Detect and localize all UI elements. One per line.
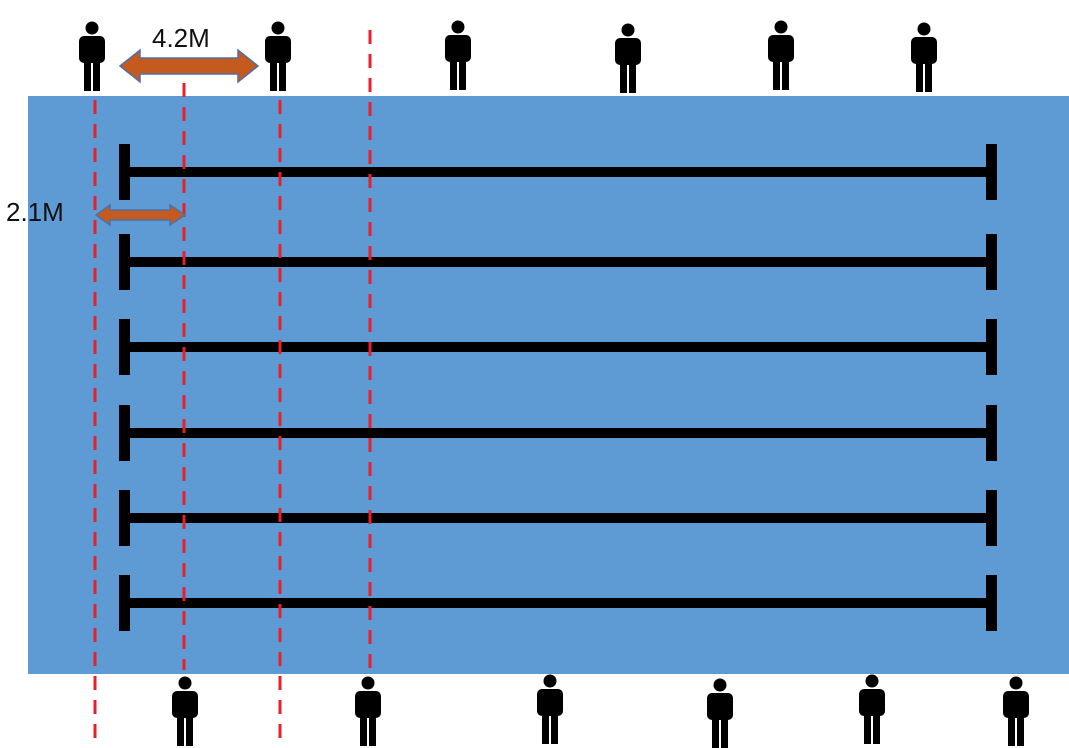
rope-end-right <box>986 575 997 631</box>
rope-end-left <box>119 319 130 375</box>
person-icon <box>615 23 641 93</box>
lane-rope <box>119 490 997 546</box>
rope-line <box>124 428 990 438</box>
pool-water <box>28 96 1069 674</box>
rope-line <box>124 167 990 177</box>
lane-rope <box>119 405 997 461</box>
rope-line <box>124 598 990 608</box>
rope-end-right <box>986 144 997 200</box>
swimmers-bottom <box>172 674 1029 748</box>
guide-lines <box>93 30 372 740</box>
lane-ropes <box>119 144 997 631</box>
person-icon <box>911 22 937 92</box>
rope-end-right <box>986 319 997 375</box>
person-icon <box>355 676 381 746</box>
wall-distance-label: 2.1M <box>6 197 64 227</box>
lane-rope <box>119 575 997 631</box>
lane-rope <box>119 144 997 200</box>
person-icon <box>172 676 198 746</box>
rope-end-right <box>986 234 997 290</box>
rope-line <box>124 257 990 267</box>
spacing-arrow <box>118 48 260 84</box>
person-icon <box>768 20 794 90</box>
person-icon <box>859 674 885 744</box>
person-icon <box>265 21 291 91</box>
person-icon <box>707 678 733 748</box>
lane-rope <box>119 319 997 375</box>
rope-end-right <box>986 405 997 461</box>
person-icon <box>1003 676 1029 746</box>
spacing-label: 4.2M <box>152 23 210 53</box>
rope-line <box>124 342 990 352</box>
lane-rope <box>119 234 997 290</box>
person-icon <box>79 21 105 91</box>
person-icon <box>445 20 471 90</box>
rope-end-left <box>119 490 130 546</box>
rope-end-right <box>986 490 997 546</box>
wall-distance-arrow <box>94 203 187 227</box>
rope-end-left <box>119 234 130 290</box>
rope-end-left <box>119 575 130 631</box>
rope-end-left <box>119 144 130 200</box>
person-icon <box>537 674 563 744</box>
rope-end-left <box>119 405 130 461</box>
rope-line <box>124 513 990 523</box>
